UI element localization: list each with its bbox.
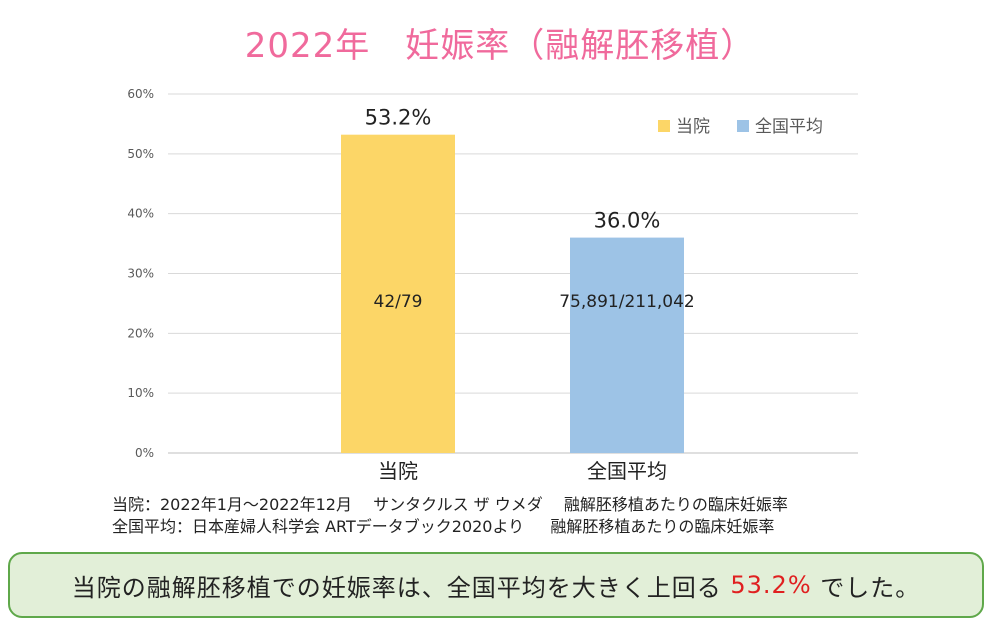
y-tick-label: 10% [127, 386, 154, 400]
gridlines [168, 93, 858, 454]
y-tick-label: 40% [127, 207, 154, 221]
legend-swatch [658, 120, 670, 132]
footnotes: 当院：2022年1月〜2022年12月 サンタクルス ザ ウメダ 融解胚移植あた… [112, 494, 788, 538]
bar [570, 237, 684, 453]
y-tick-label: 20% [127, 326, 154, 340]
summary-text-before: 当院の融解胚移植での妊娠率は、全国平均を大きく上回る [71, 573, 731, 602]
bars: 53.2% 42/79 36.0% 75,891/211,042 [341, 106, 695, 454]
legend-label: 当院 [676, 117, 710, 137]
legend: 当院 全国平均 [658, 117, 823, 137]
chart-title: 2022年 妊娠率（融解胚移植） [244, 26, 756, 66]
bar-chart: 0% 10% 20% 30% 40% 50% 60% 53.2% 42/79 36.0% 75,8… [127, 87, 858, 483]
bar [341, 134, 455, 454]
legend-swatch [737, 120, 749, 132]
footnote-national: 全国平均：日本産婦人科学会 ARTデータブック2020より 融解胚移植あたりの臨… [112, 517, 775, 536]
legend-label: 全国平均 [755, 117, 823, 137]
bar-value-label: 36.0% [594, 209, 661, 233]
y-tick-label: 60% [127, 87, 154, 101]
bar-value-label: 53.2% [365, 106, 432, 130]
y-tick-label: 30% [127, 267, 154, 281]
y-axis-ticks: 0% 10% 20% 30% 40% 50% 60% [127, 87, 154, 460]
summary-text-after: でした。 [811, 573, 921, 602]
bar-inner-label: 42/79 [374, 292, 423, 312]
footnote-hospital: 当院：2022年1月〜2022年12月 サンタクルス ザ ウメダ 融解胚移植あた… [112, 495, 788, 514]
summary-box: 当院の融解胚移植での妊娠率は、全国平均を大きく上回る 53.2% でした。 [8, 552, 984, 618]
bar-inner-label: 75,891/211,042 [559, 292, 695, 312]
y-tick-label: 0% [135, 446, 154, 460]
x-tick-label: 当院 [378, 459, 418, 483]
y-tick-label: 50% [127, 147, 154, 161]
summary-highlight: 53.2% [730, 571, 812, 599]
x-tick-label: 全国平均 [587, 459, 667, 483]
x-axis-labels: 当院 全国平均 [378, 459, 667, 483]
